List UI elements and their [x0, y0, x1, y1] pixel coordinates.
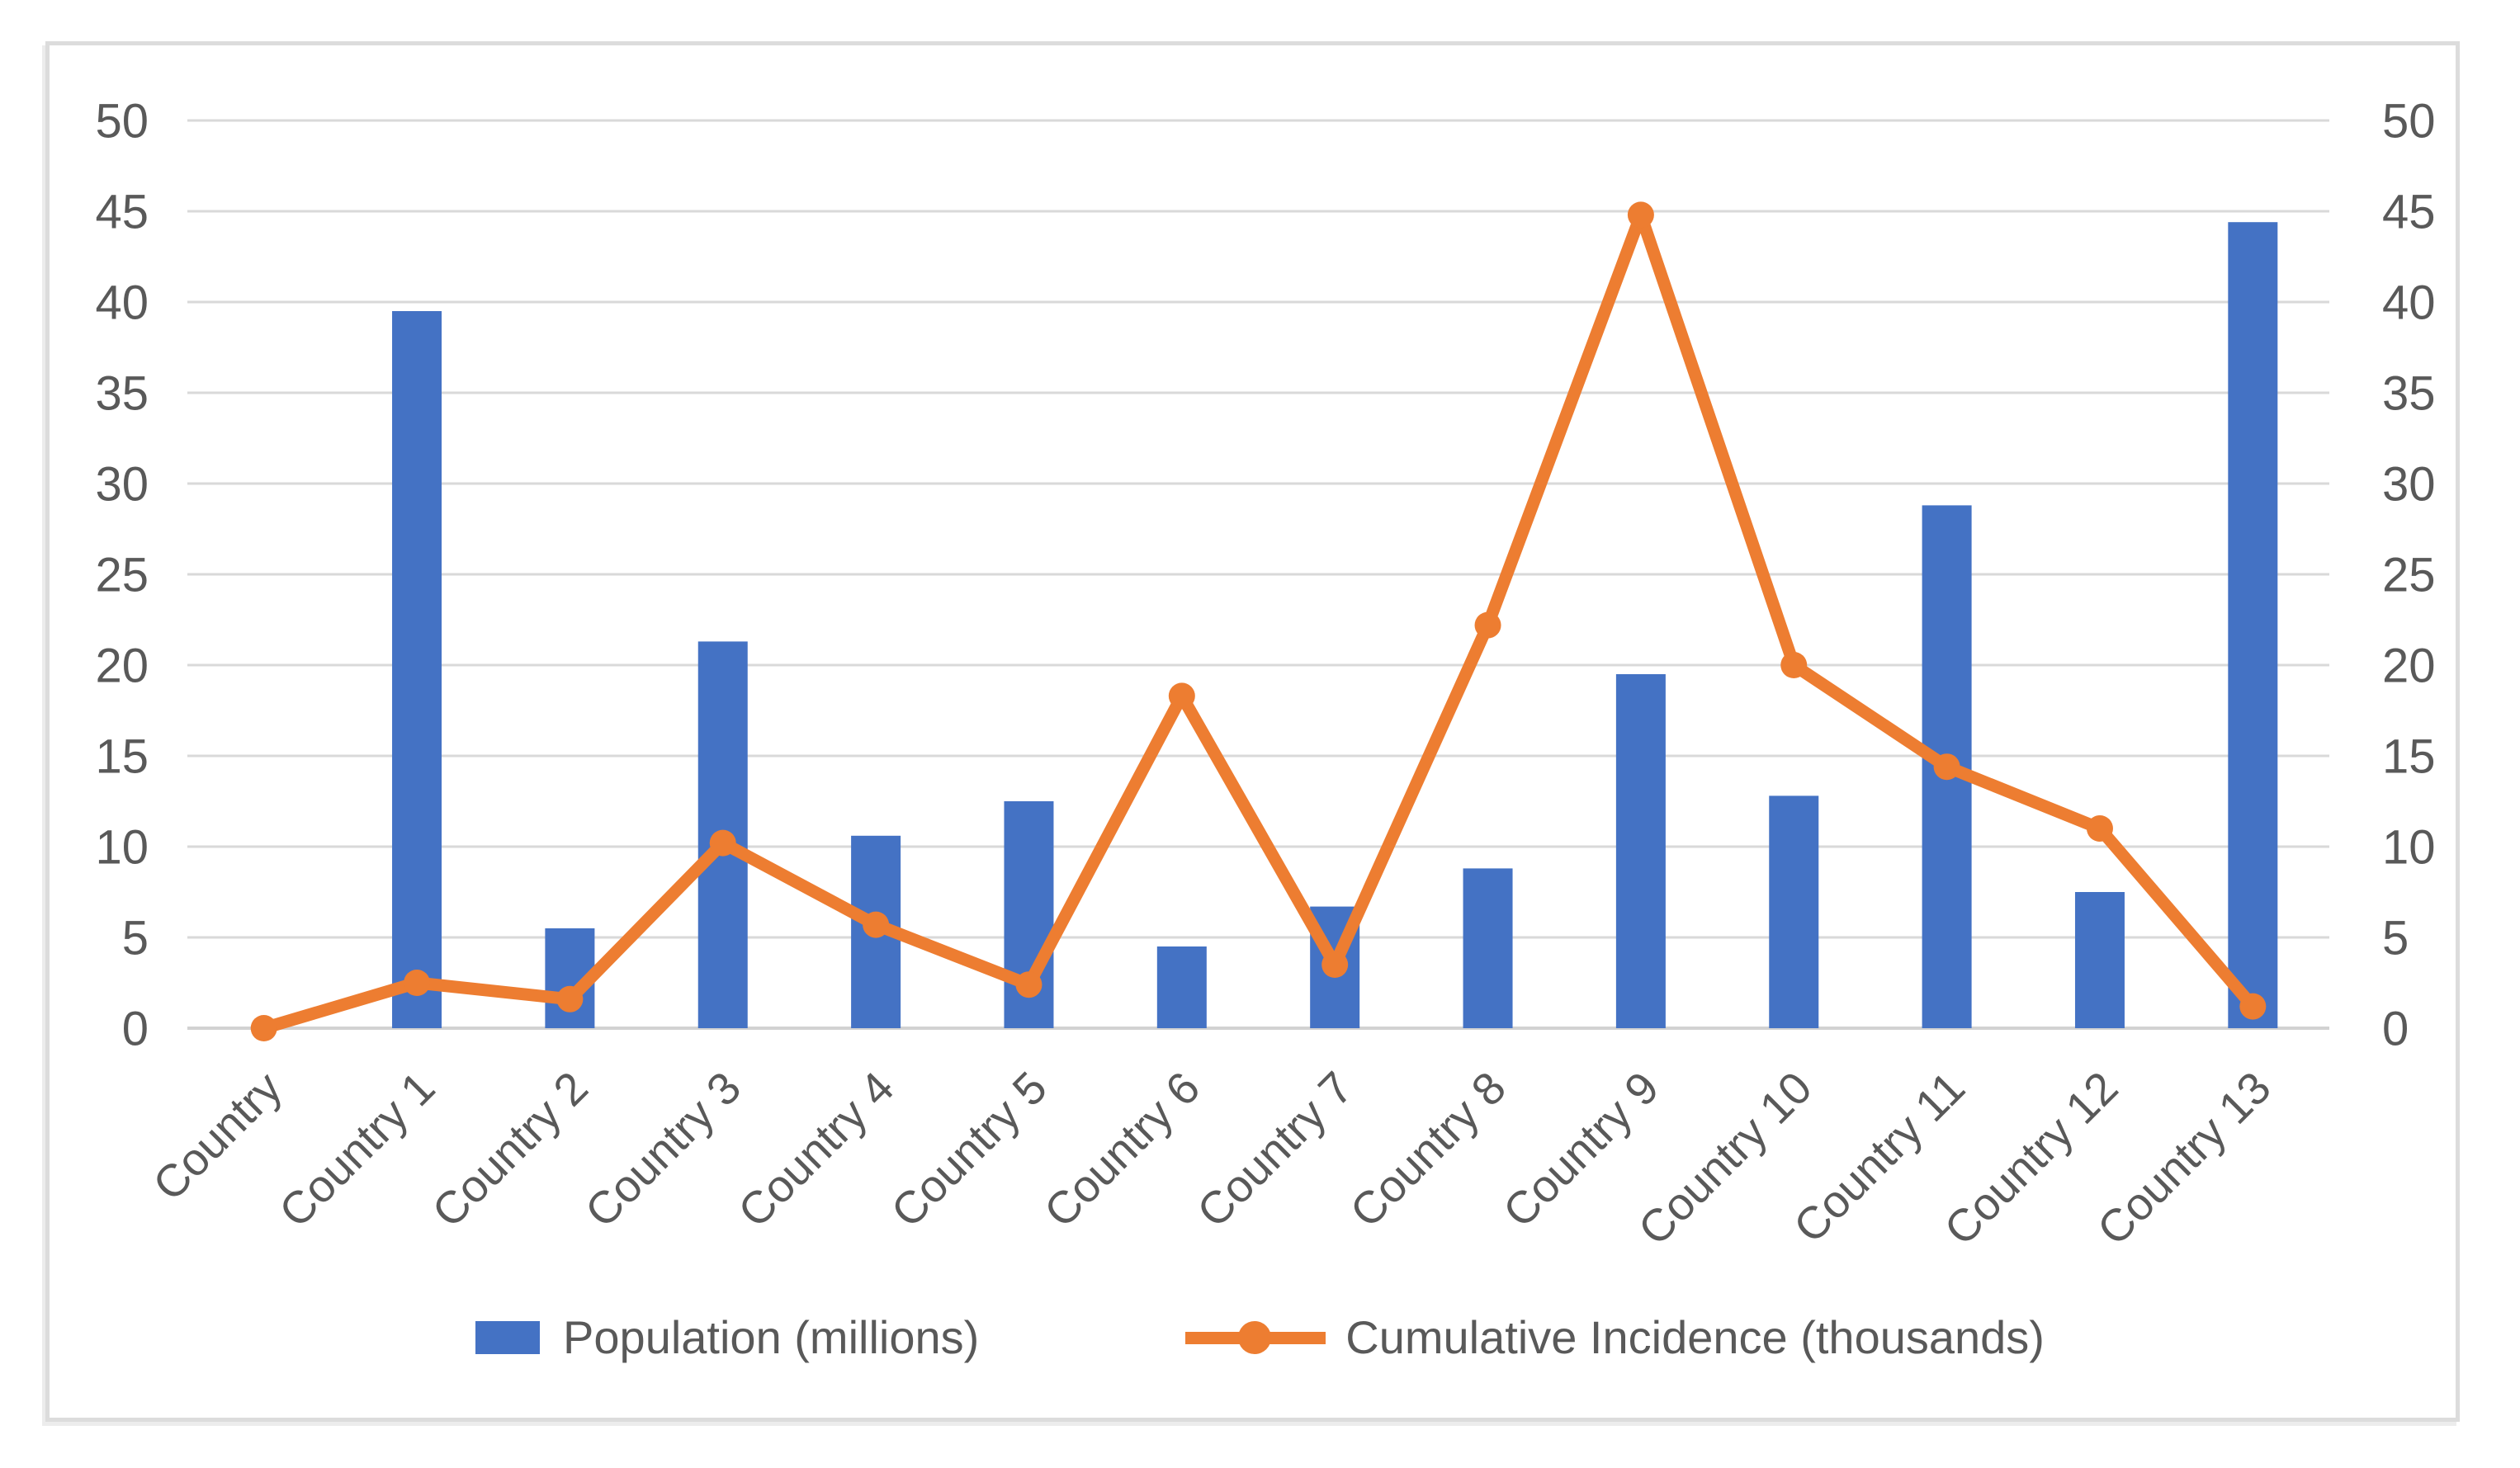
- population-swatch-icon: [475, 1320, 541, 1354]
- legend-item-incidence: Cumulative Incidence (thousands): [1185, 1310, 2045, 1364]
- legend-item-population: Population (millions): [475, 1310, 979, 1364]
- chart-frame: [45, 41, 2460, 1422]
- legend-label-incidence: Cumulative Incidence (thousands): [1345, 1311, 2045, 1363]
- chart-legend: Population (millions) Cumulative Inciden…: [0, 1310, 2520, 1364]
- legend-label-population: Population (millions): [563, 1311, 980, 1363]
- incidence-line-marker-icon: [1185, 1319, 1326, 1356]
